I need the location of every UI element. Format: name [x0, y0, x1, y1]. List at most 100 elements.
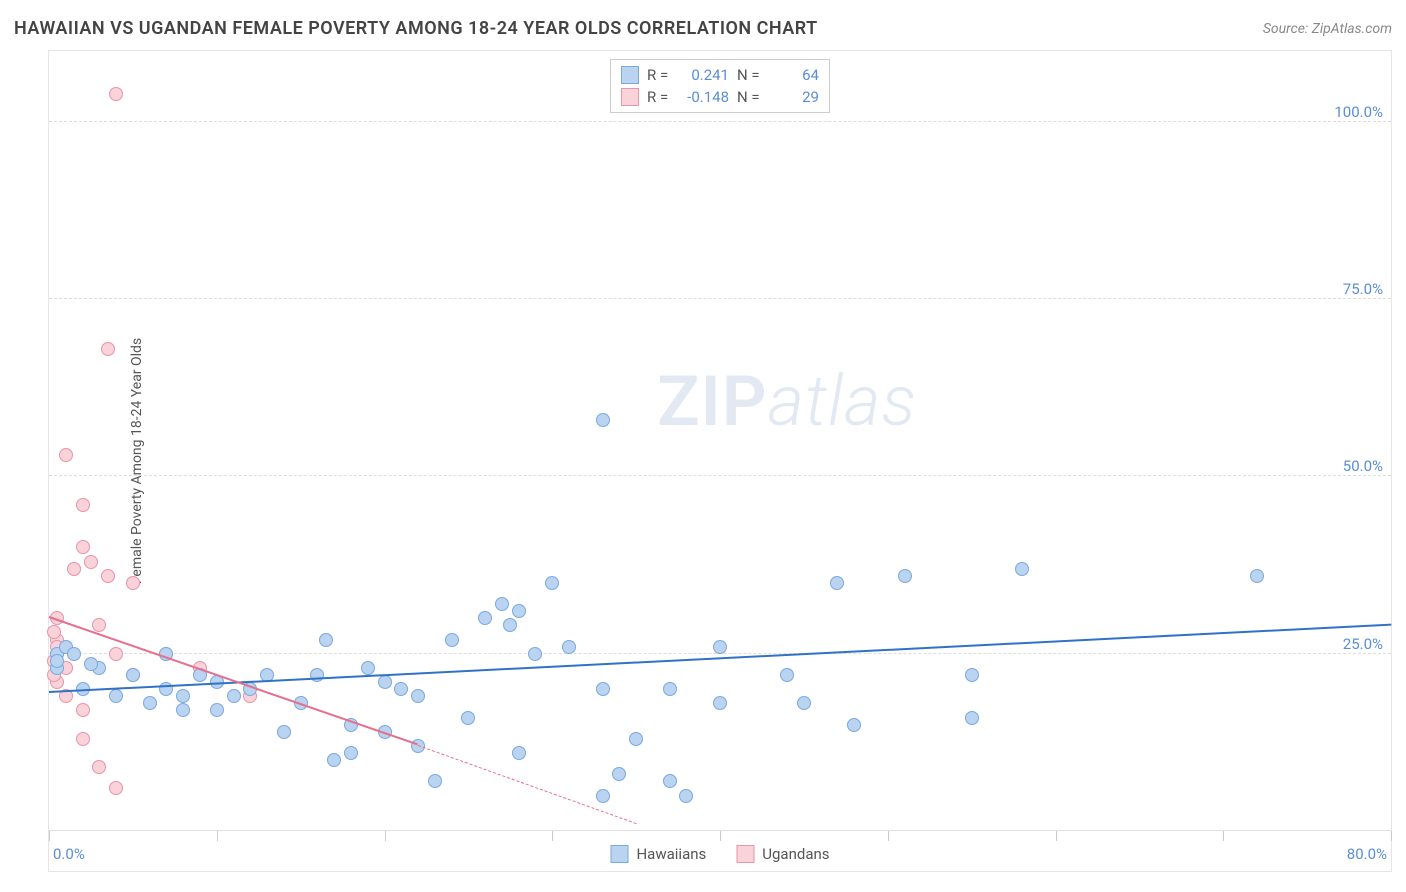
scatter-point-hawaiians [1250, 569, 1264, 583]
swatch-hawaiians [610, 845, 628, 863]
x-tick [552, 831, 553, 841]
scatter-point-hawaiians [965, 711, 979, 725]
scatter-point-hawaiians [562, 640, 576, 654]
scatter-point-hawaiians [495, 597, 509, 611]
scatter-point-hawaiians [629, 732, 643, 746]
x-tick [720, 831, 721, 841]
chart-title: HAWAIIAN VS UGANDAN FEMALE POVERTY AMONG… [14, 18, 818, 39]
chart-header: HAWAIIAN VS UGANDAN FEMALE POVERTY AMONG… [14, 18, 1392, 39]
scatter-point-ugandans [101, 342, 115, 356]
trend-line-dash [418, 745, 636, 824]
source-label: Source: [1263, 21, 1312, 37]
scatter-point-ugandans [76, 732, 90, 746]
swatch-ugandans [621, 88, 639, 106]
legend-label: Ugandans [762, 845, 829, 863]
scatter-point-hawaiians [210, 703, 224, 717]
scatter-point-hawaiians [545, 576, 559, 590]
scatter-point-hawaiians [596, 789, 610, 803]
scatter-point-hawaiians [344, 746, 358, 760]
swatch-ugandans [736, 845, 754, 863]
scatter-point-hawaiians [847, 718, 861, 732]
gridline [49, 121, 1391, 122]
scatter-point-ugandans [109, 781, 123, 795]
n-value-ugandans: 29 [771, 88, 819, 106]
y-tick-label: 50.0% [1343, 457, 1383, 475]
r-label: R = [647, 66, 673, 84]
r-value-ugandans: -0.148 [681, 88, 729, 106]
stats-row-ugandans: R = -0.148 N = 29 [621, 86, 819, 108]
plot-area: ZIPatlas 25.0% 50.0% 75.0% 100.0% [49, 51, 1391, 831]
x-tick-label-end: 80.0% [1347, 845, 1387, 863]
x-tick [1223, 831, 1224, 841]
y-tick-label: 75.0% [1343, 280, 1383, 298]
x-tick-label-start: 0.0% [53, 845, 85, 863]
scatter-point-hawaiians [612, 767, 626, 781]
watermark-prefix: ZIP [657, 361, 767, 443]
scatter-point-ugandans [67, 562, 81, 576]
scatter-point-hawaiians [1015, 562, 1029, 576]
n-label: N = [737, 88, 763, 106]
scatter-point-hawaiians [512, 746, 526, 760]
scatter-point-hawaiians [596, 682, 610, 696]
watermark: ZIPatlas [657, 361, 917, 443]
swatch-hawaiians [621, 66, 639, 84]
scatter-point-ugandans [76, 540, 90, 554]
n-label: N = [737, 66, 763, 84]
scatter-point-ugandans [59, 448, 73, 462]
correlation-stats-box: R = 0.241 N = 64 R = -0.148 N = 29 [610, 59, 830, 113]
x-tick [1056, 831, 1057, 841]
scatter-point-hawaiians [663, 774, 677, 788]
gridline [49, 475, 1391, 476]
scatter-point-ugandans [47, 625, 61, 639]
scatter-point-ugandans [76, 703, 90, 717]
source-name: ZipAtlas.com [1312, 21, 1392, 37]
scatter-point-ugandans [126, 576, 140, 590]
scatter-point-hawaiians [478, 611, 492, 625]
scatter-point-hawaiians [428, 774, 442, 788]
scatter-point-hawaiians [411, 689, 425, 703]
scatter-point-hawaiians [461, 711, 475, 725]
trend-line [49, 616, 419, 746]
scatter-point-hawaiians [596, 413, 610, 427]
series-legend: Hawaiians Ugandans [610, 845, 829, 863]
scatter-point-hawaiians [109, 689, 123, 703]
scatter-point-hawaiians [277, 725, 291, 739]
scatter-point-hawaiians [512, 604, 526, 618]
scatter-point-hawaiians [797, 696, 811, 710]
x-tick [49, 831, 50, 841]
scatter-point-hawaiians [679, 789, 693, 803]
scatter-point-hawaiians [898, 569, 912, 583]
r-label: R = [647, 88, 673, 106]
legend-item-hawaiians: Hawaiians [610, 845, 706, 863]
y-tick-label: 100.0% [1334, 103, 1383, 121]
scatter-point-hawaiians [713, 640, 727, 654]
scatter-point-hawaiians [176, 703, 190, 717]
n-value-hawaiians: 64 [771, 66, 819, 84]
stats-row-hawaiians: R = 0.241 N = 64 [621, 64, 819, 86]
scatter-point-hawaiians [310, 668, 324, 682]
chart-container: Female Poverty Among 18-24 Year Olds ZIP… [48, 50, 1392, 872]
x-tick [217, 831, 218, 841]
scatter-point-hawaiians [84, 657, 98, 671]
trend-line [49, 623, 1391, 692]
legend-label: Hawaiians [636, 845, 706, 863]
scatter-point-ugandans [101, 569, 115, 583]
scatter-point-hawaiians [663, 682, 677, 696]
legend-item-ugandans: Ugandans [736, 845, 829, 863]
scatter-point-hawaiians [227, 689, 241, 703]
scatter-point-hawaiians [327, 753, 341, 767]
x-tick [888, 831, 889, 841]
scatter-point-hawaiians [713, 696, 727, 710]
scatter-point-hawaiians [528, 647, 542, 661]
scatter-point-ugandans [92, 760, 106, 774]
scatter-point-hawaiians [143, 696, 157, 710]
scatter-point-hawaiians [126, 668, 140, 682]
watermark-suffix: atlas [768, 361, 917, 443]
y-tick-label: 25.0% [1343, 635, 1383, 653]
scatter-point-hawaiians [361, 661, 375, 675]
scatter-point-hawaiians [378, 675, 392, 689]
scatter-point-hawaiians [780, 668, 794, 682]
gridline [49, 298, 1391, 299]
scatter-point-hawaiians [67, 647, 81, 661]
scatter-point-hawaiians [445, 633, 459, 647]
